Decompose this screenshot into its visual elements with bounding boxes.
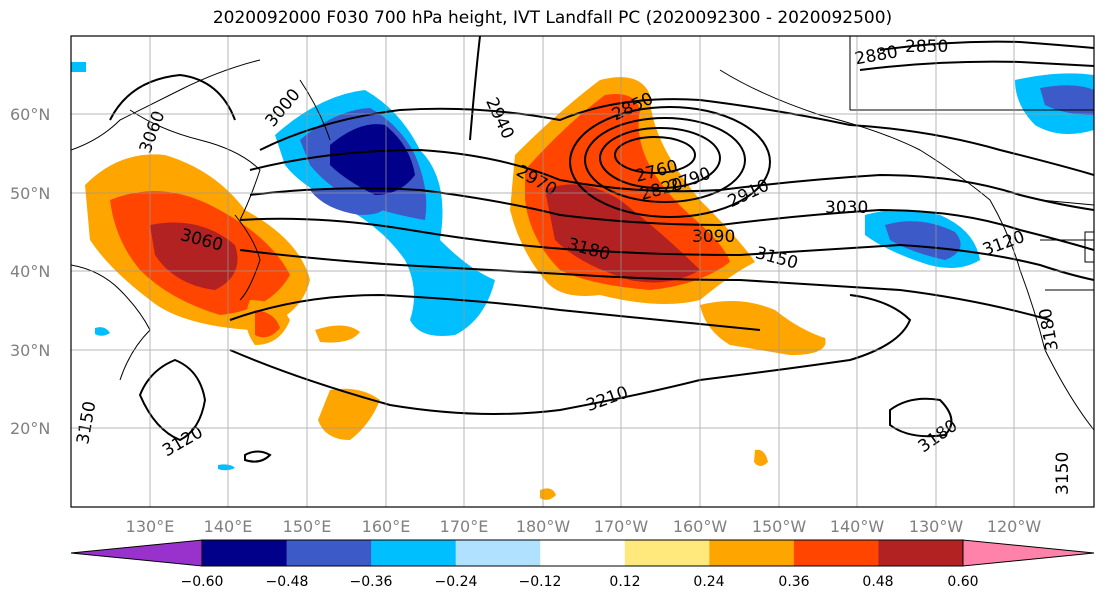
colorbar-segment xyxy=(709,540,795,566)
height-contours xyxy=(109,36,1094,463)
lon-label: 140°W xyxy=(830,517,885,536)
colorbar: −0.60 −0.48 −0.36 −0.24 −0.12 0.12 0.24 … xyxy=(70,539,1095,590)
longitude-labels: 130°E 140°E 150°E 160°E 170°E 180°W 170°… xyxy=(126,517,1042,536)
lat-label: 20°N xyxy=(10,419,50,438)
colorbar-tick: 0.12 xyxy=(609,574,640,590)
colorbar-segment xyxy=(202,540,288,566)
colorbar-tick: 0.36 xyxy=(778,574,809,590)
colorbar-segment xyxy=(878,540,964,566)
colorbar-tick: 0.48 xyxy=(862,574,893,590)
colorbar-tick: −0.48 xyxy=(266,574,309,590)
lon-label: 120°W xyxy=(987,517,1042,536)
contour-label: 3090 xyxy=(692,227,735,247)
lon-label: 160°W xyxy=(673,517,728,536)
lon-label: 150°W xyxy=(752,517,807,536)
colorbar-tick: −0.36 xyxy=(350,574,393,590)
colorbar-outline xyxy=(201,539,964,567)
colorbar-segment xyxy=(286,540,372,566)
colorbar-segment xyxy=(624,540,710,566)
lon-label: 170°E xyxy=(440,517,489,536)
colorbar-extend-high xyxy=(962,539,1095,567)
ivt-positive-fields xyxy=(85,77,826,500)
map-frame xyxy=(70,35,1095,508)
lon-label: 180°W xyxy=(516,517,571,536)
colorbar-segment xyxy=(371,540,457,566)
colorbar-tick: 0.60 xyxy=(947,574,978,590)
colorbar-tick: −0.12 xyxy=(519,574,562,590)
lon-label: 140°E xyxy=(204,517,253,536)
colorbar-tick: −0.24 xyxy=(435,574,478,590)
lon-label: 150°E xyxy=(283,517,332,536)
colorbar-tick: 0.24 xyxy=(693,574,724,590)
colorbar-segment xyxy=(793,540,879,566)
lat-label: 50°N xyxy=(10,184,50,203)
ivt-negative-fields xyxy=(71,62,1094,471)
colorbar-segment xyxy=(540,540,626,566)
lon-label: 130°E xyxy=(126,517,175,536)
gridlines xyxy=(71,36,1094,507)
latitude-labels: 60°N 50°N 40°N 30°N 20°N xyxy=(10,105,50,438)
lon-label: 160°E xyxy=(362,517,411,536)
colorbar-tick: −0.60 xyxy=(181,574,224,590)
colorbar-segments xyxy=(201,539,964,567)
lon-label: 130°W xyxy=(909,517,964,536)
map-panel: 3060 3000 2940 2850 2880 2850 2760 2820 … xyxy=(71,36,1094,507)
lat-label: 60°N xyxy=(10,105,50,124)
lon-label: 170°W xyxy=(594,517,649,536)
lat-label: 30°N xyxy=(10,341,50,360)
contour-label: 2850 xyxy=(905,37,948,57)
contour-label: 3030 xyxy=(825,198,868,218)
colorbar-tick-labels: −0.60 −0.48 −0.36 −0.24 −0.12 0.12 0.24 … xyxy=(181,574,979,590)
colorbar-extend-low xyxy=(70,539,203,567)
colorbar-segment xyxy=(455,540,541,566)
contour-label: 3150 xyxy=(1053,452,1073,495)
lat-label: 40°N xyxy=(10,262,50,281)
map-title: 2020092000 F030 700 hPa height, IVT Land… xyxy=(212,8,893,28)
